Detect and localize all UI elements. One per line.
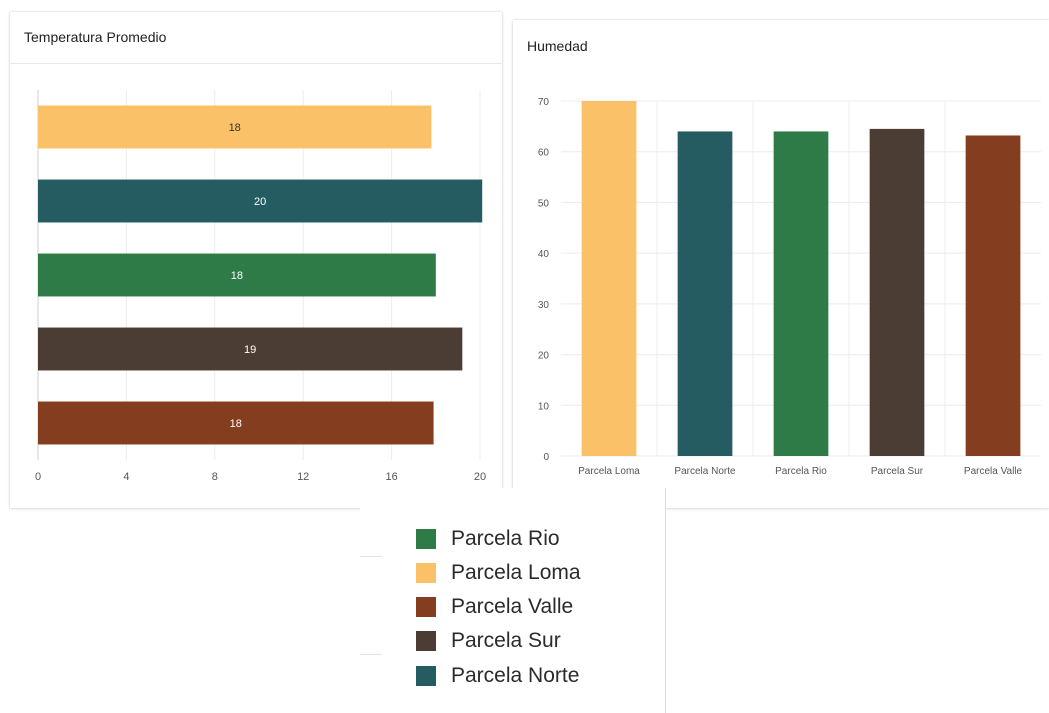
divider xyxy=(360,556,382,557)
bar xyxy=(677,131,733,456)
legend-swatch xyxy=(416,529,436,549)
legend-item[interactable]: Parcela Valle xyxy=(416,594,573,620)
y-tick-label: 30 xyxy=(538,300,550,311)
x-tick-label: 16 xyxy=(385,471,397,483)
divider xyxy=(360,654,382,655)
legend-item[interactable]: Parcela Sur xyxy=(416,628,561,654)
bar-value-label: 18 xyxy=(230,418,242,430)
y-tick-label: 40 xyxy=(538,249,550,260)
bar xyxy=(869,128,925,456)
x-tick-label: 0 xyxy=(35,471,41,483)
x-tick-label: Parcela Rio xyxy=(775,466,827,477)
bar-value-label: 18 xyxy=(231,270,243,282)
humidity-chart: 0 10 20 30 40 50 60 70 Parcela Loma Parcela Norte… xyxy=(538,97,1041,477)
y-tick-label: 60 xyxy=(538,148,550,159)
y-tick-label: 70 xyxy=(538,97,550,108)
bar xyxy=(38,327,463,371)
x-tick-label: 20 xyxy=(474,471,486,483)
legend-label: Parcela Valle xyxy=(451,595,574,618)
legend: Parcela Rio Parcela Loma Parcela Valle P… xyxy=(360,488,666,713)
legend-label: Parcela Rio xyxy=(451,527,560,550)
bar xyxy=(38,105,432,149)
bar-value-label: 19 xyxy=(244,344,256,356)
legend-swatch xyxy=(416,597,436,617)
legend-swatch xyxy=(416,563,436,583)
bar-value-label: 18 xyxy=(229,122,241,134)
bar xyxy=(38,253,436,297)
y-tick-label: 10 xyxy=(538,401,550,412)
temperature-chart: 0 4 8 12 16 20 18 20 18 19 18 xyxy=(35,90,486,483)
y-tick-label: 20 xyxy=(538,351,550,362)
legend-label: Parcela Norte xyxy=(451,664,580,687)
temperature-card: Temperatura Promedio 0 4 8 12 16 20 18 20 18 19 18 xyxy=(10,12,502,508)
humidity-card-title: Humedad xyxy=(527,38,588,54)
bar xyxy=(38,179,483,223)
x-tick-label: 4 xyxy=(123,471,129,483)
bar xyxy=(965,135,1021,456)
legend-label: Parcela Sur xyxy=(451,629,561,652)
y-tick-label: 50 xyxy=(538,198,550,209)
humidity-card: Humedad 0 10 20 30 40 50 60 70 Parcela Loma Parce… xyxy=(513,20,1049,508)
x-tick-label: Parcela Loma xyxy=(578,466,640,477)
bar xyxy=(38,401,434,445)
legend-swatch xyxy=(416,631,436,651)
temperature-card-title: Temperatura Promedio xyxy=(10,12,502,64)
legend-swatch xyxy=(416,666,436,686)
legend-item[interactable]: Parcela Norte xyxy=(416,663,579,689)
bar-value-label: 20 xyxy=(254,196,266,208)
legend-item[interactable]: Parcela Rio xyxy=(416,526,560,552)
bar xyxy=(581,101,637,456)
legend-label: Parcela Loma xyxy=(451,561,581,584)
x-tick-label: Parcela Valle xyxy=(964,466,1023,477)
legend-item[interactable]: Parcela Loma xyxy=(416,560,581,586)
bar xyxy=(773,131,829,456)
x-tick-label: 8 xyxy=(212,471,218,483)
x-tick-label: 12 xyxy=(297,471,309,483)
y-tick-label: 0 xyxy=(543,452,549,463)
x-tick-label: Parcela Sur xyxy=(871,466,924,477)
x-tick-label: Parcela Norte xyxy=(674,466,736,477)
